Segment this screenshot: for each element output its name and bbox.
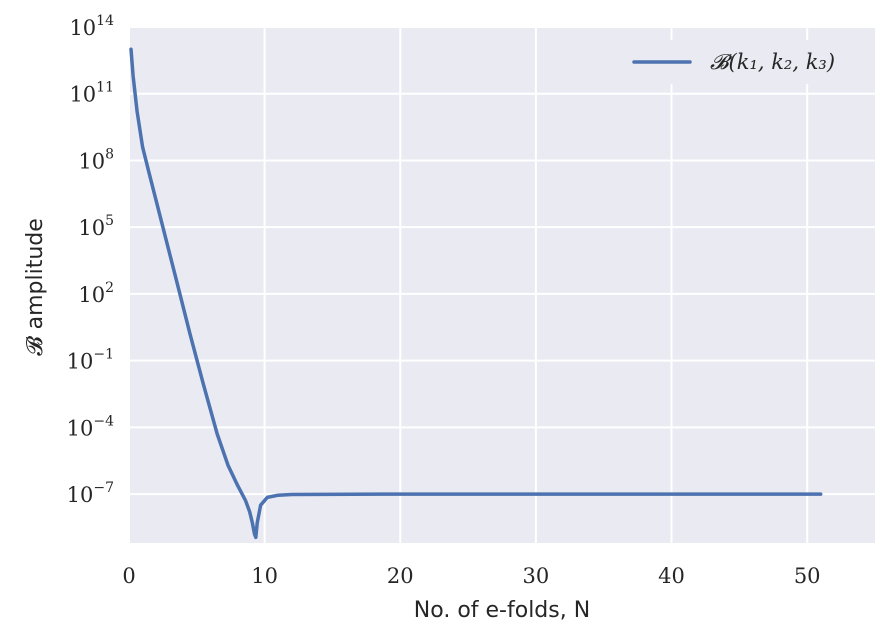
series-line <box>129 47 823 540</box>
y-tick-base: 10 <box>67 483 94 507</box>
x-axis-label: No. of e-folds, N <box>414 598 590 623</box>
y-tick-base: 10 <box>78 283 105 307</box>
y-tick-exponent: 14 <box>96 13 114 29</box>
y-tick-exponent: 2 <box>105 280 114 296</box>
y-tick-label: 105 <box>78 213 114 240</box>
x-tick-label: 40 <box>658 564 685 588</box>
y-tick-label: 102 <box>78 280 114 307</box>
y-tick-label: 108 <box>78 146 114 173</box>
y-tick-exponent: 8 <box>105 146 114 162</box>
y-tick-base: 10 <box>67 350 94 374</box>
y-axis-label: 𝓑 amplitude <box>23 218 48 356</box>
legend-label: 𝓑(k₁, k₂, k₃) <box>710 50 835 74</box>
y-tick-exponent: −7 <box>93 480 114 496</box>
y-tick-base: 10 <box>69 16 96 40</box>
x-axis: 0 10 20 30 40 50 <box>122 564 820 588</box>
x-tick-label: 20 <box>387 564 414 588</box>
series-layer <box>129 47 823 540</box>
y-tick-label: 10−4 <box>67 413 114 440</box>
y-tick-base: 10 <box>78 149 105 173</box>
y-tick-label: 1014 <box>69 13 114 40</box>
plot-area <box>129 27 875 543</box>
x-tick-label: 30 <box>523 564 550 588</box>
legend-box <box>620 40 860 84</box>
y-tick-label: 10−1 <box>67 347 114 374</box>
legend: 𝓑(k₁, k₂, k₃) <box>620 40 860 84</box>
y-tick-exponent: −4 <box>93 413 114 429</box>
x-tick-label: 0 <box>122 564 135 588</box>
y-tick-exponent: −1 <box>93 347 114 363</box>
y-tick-label: 10−7 <box>67 480 114 507</box>
y-tick-exponent: 11 <box>96 80 114 96</box>
y-tick-exponent: 5 <box>105 213 114 229</box>
x-tick-label: 50 <box>794 564 821 588</box>
x-tick-label: 10 <box>251 564 278 588</box>
y-tick-label: 1011 <box>69 80 114 107</box>
y-tick-base: 10 <box>78 216 105 240</box>
y-tick-base: 10 <box>67 416 94 440</box>
y-tick-base: 10 <box>69 83 96 107</box>
